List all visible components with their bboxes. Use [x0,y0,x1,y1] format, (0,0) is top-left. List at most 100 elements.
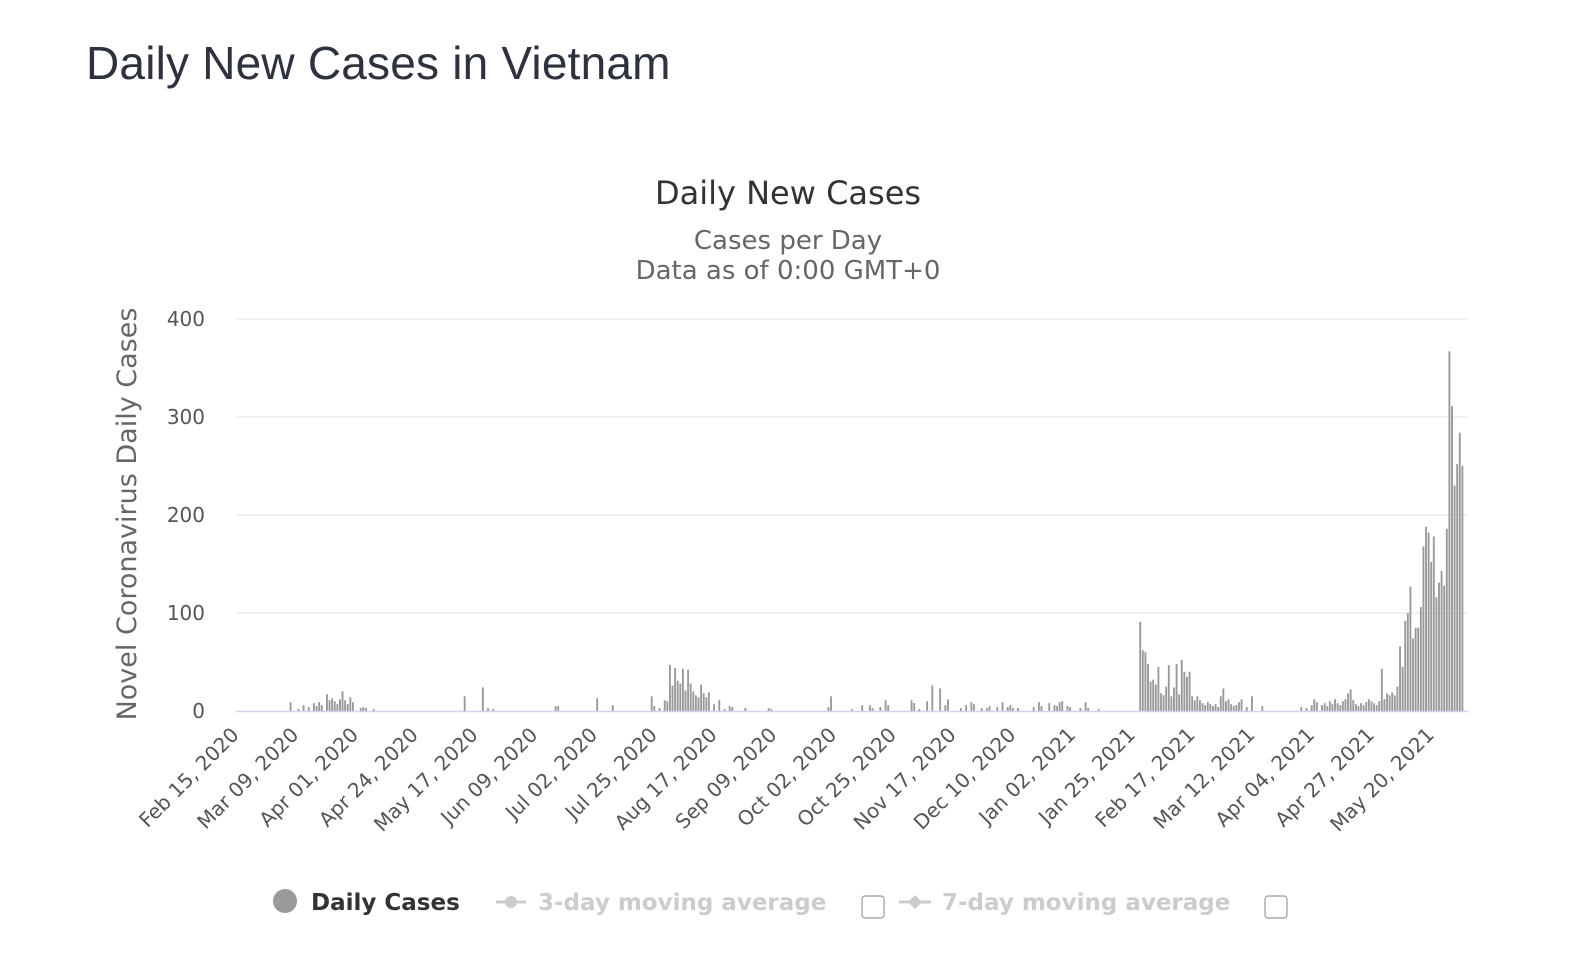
bar [1336,703,1339,711]
bar [830,696,832,711]
bar [1349,689,1352,711]
bar [702,693,705,711]
bar [1245,707,1248,711]
x-tick-label: Aug 17, 2020 [610,723,722,835]
bar [770,709,773,711]
bar [1040,706,1043,711]
bar [333,701,336,711]
bar [1344,699,1347,711]
bar [1451,406,1453,711]
bar [1183,671,1186,711]
bar [1331,704,1334,711]
bar [1011,708,1014,711]
bar [1388,695,1391,711]
legend-item-daily-cases[interactable]: Daily Cases [273,889,460,916]
legend-checkbox-7-day-average[interactable] [1264,895,1288,919]
legend-checkbox-3-day-average[interactable] [861,895,885,919]
bar [1440,570,1443,711]
bar [481,687,484,711]
legend-label-7-day-average: 7-day moving average [942,890,1230,916]
bar [1412,638,1414,711]
bar [1058,702,1061,711]
bar [1326,706,1329,711]
bar [1300,707,1303,711]
bar [1404,620,1407,711]
bar [1152,679,1155,711]
y-tick-label: 0 [192,699,205,723]
bar [1443,585,1446,711]
y-tick-label: 200 [167,503,205,527]
chart-title: Daily New Cases [655,174,921,212]
legend-item-7-day-average[interactable]: 7-day moving average [899,890,1230,916]
bar [985,708,988,711]
bar [850,709,853,711]
bar [713,704,716,711]
bar [1456,464,1459,711]
bar [1438,582,1440,711]
bar [926,701,929,711]
bar [1212,706,1214,711]
bar [336,704,339,711]
bar [320,705,323,711]
bar [1399,646,1401,711]
bar [658,708,661,711]
bar [687,669,690,711]
bar [1147,663,1149,711]
bar [1232,706,1235,711]
bar [1084,702,1087,711]
bar [676,680,679,711]
bar [1079,708,1082,711]
bar [931,685,934,711]
bar [689,683,692,711]
bar [1048,703,1051,711]
bar [1222,688,1225,711]
bar [1321,705,1324,711]
y-tick-label: 100 [167,601,205,625]
bar [1173,687,1175,711]
page-title: Daily New Cases in Vietnam [86,37,671,89]
bar [1458,432,1461,711]
bar [341,691,344,711]
bar [1230,704,1233,711]
bar [668,664,671,711]
bar [871,708,874,711]
bar [1315,702,1318,711]
bar [679,683,682,711]
bar [1310,705,1313,711]
bar [1162,695,1165,711]
bar [289,702,292,711]
bar [1339,705,1342,711]
bar [707,692,710,711]
bar [307,707,310,711]
chart-subtitle-line-1: Cases per Day [694,226,882,256]
bar [1305,708,1308,711]
bar [359,708,362,711]
x-tick-label: May 20, 2021 [1325,723,1439,837]
gridlines [236,318,1468,614]
bar [1419,607,1422,711]
bar [718,700,721,711]
bar [723,709,726,711]
bar [1154,684,1157,711]
bar [331,698,334,711]
bar [1061,701,1064,711]
bar [692,691,695,711]
bar [1422,546,1425,711]
bar [996,707,999,711]
legend-item-3-day-average[interactable]: 3-day moving average [496,890,826,916]
bar [988,706,991,711]
bar-series-daily-cases [289,351,1464,711]
bar [297,709,300,711]
bar [731,707,734,711]
bar [653,706,656,711]
bar [1357,706,1360,711]
bar [1313,699,1316,711]
bar [1432,536,1435,711]
bar [1453,485,1456,711]
bar [372,709,375,711]
x-tick-label: May 17, 2020 [369,723,483,837]
bar [557,706,560,711]
bar [1261,706,1264,711]
bar [313,703,315,711]
bar [1365,702,1368,711]
